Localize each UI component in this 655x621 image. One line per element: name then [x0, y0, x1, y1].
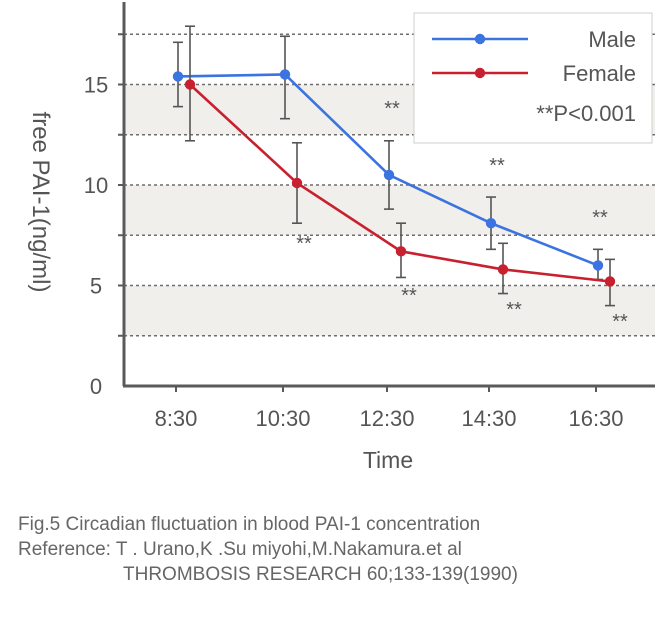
- axes: [118, 2, 655, 392]
- caption-journal: THROMBOSIS RESEARCH 60;133-139(1990): [123, 564, 518, 585]
- data-point: [184, 79, 196, 90]
- data-point: [497, 264, 509, 275]
- x-tick-label: 12:30: [359, 406, 414, 431]
- x-tick-label: 8:30: [155, 406, 198, 431]
- y-tick-labels: 0 5 10 15: [84, 73, 108, 400]
- x-tick-label: 16:30: [568, 406, 623, 431]
- y-tick-label: 15: [84, 73, 108, 98]
- x-tick-label: 14:30: [461, 406, 516, 431]
- y-tick-label: 0: [90, 374, 102, 399]
- data-point: [291, 177, 303, 189]
- data-series: [172, 25, 616, 307]
- data-point: [592, 260, 604, 271]
- data-point: [485, 217, 497, 229]
- legend-note: **P<0.001: [536, 101, 636, 126]
- series-male: [172, 35, 604, 281]
- caption-reference: Reference: T . Urano,K .Su miyohi,M.Naka…: [18, 539, 462, 560]
- legend-label: Female: [563, 61, 636, 86]
- data-point: [279, 69, 291, 80]
- significance-mark: **: [401, 285, 417, 307]
- legend-marker: [474, 33, 486, 45]
- significance-mark: **: [506, 299, 522, 321]
- figure-caption: Fig.5 Circadian fluctuation in blood PAI…: [18, 512, 518, 587]
- significance-mark: **: [592, 207, 608, 229]
- legend-box: [413, 12, 653, 144]
- legend-marker: [474, 67, 486, 79]
- caption-title: Fig.5 Circadian fluctuation in blood PAI…: [18, 514, 481, 535]
- y-tick-label: 5: [90, 274, 102, 299]
- significance-mark: **: [612, 311, 628, 333]
- significance-mark: **: [296, 233, 312, 255]
- y-tick-label: 10: [84, 173, 108, 198]
- legend: Male Female **P<0.001: [413, 12, 653, 144]
- legend-label: Male: [588, 27, 636, 52]
- significance-annotations: ** ** ** ** ** ** **: [296, 98, 628, 333]
- shaded-band: [124, 285, 655, 336]
- x-tick-label: 10:30: [255, 406, 310, 431]
- data-point: [395, 246, 407, 257]
- significance-mark: **: [489, 155, 505, 177]
- significance-mark: **: [384, 98, 400, 120]
- y-axis-label: free PAI-1(ng/ml): [27, 112, 54, 293]
- data-point: [383, 169, 395, 181]
- data-point: [172, 71, 184, 82]
- x-tick-labels: 8:30 10:30 12:30 14:30 16:30: [155, 406, 624, 431]
- x-axis-label: Time: [363, 447, 413, 473]
- data-point: [604, 276, 616, 287]
- series-female: [184, 25, 616, 307]
